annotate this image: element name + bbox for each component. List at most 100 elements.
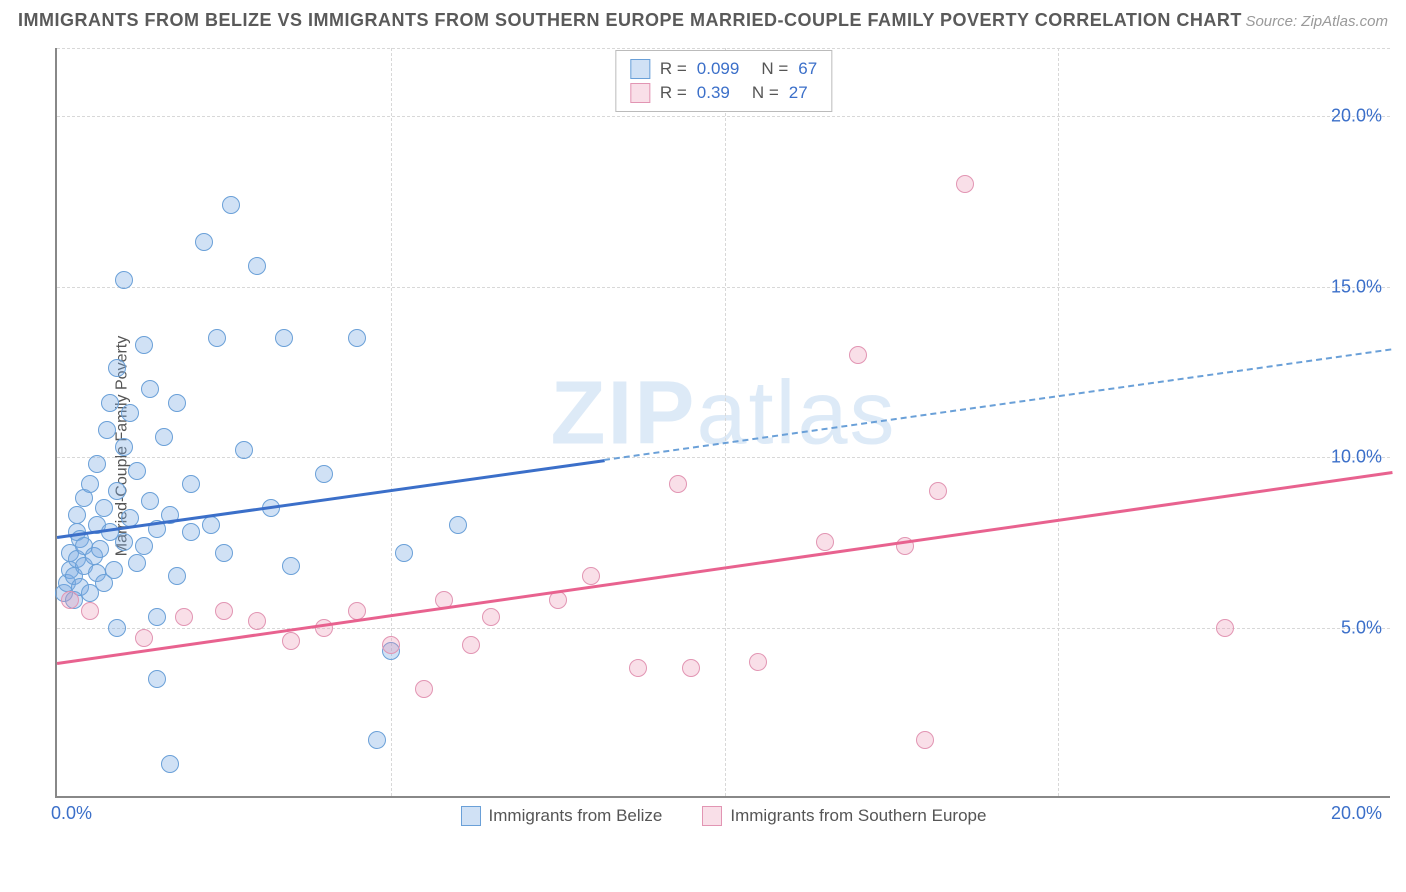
scatter-point (168, 567, 186, 585)
n-label-1: N = (761, 59, 788, 79)
scatter-point (248, 612, 266, 630)
scatter-point (1216, 619, 1234, 637)
x-axis-min-label: 0.0% (51, 803, 92, 824)
scatter-point (449, 516, 467, 534)
scatter-point (348, 329, 366, 347)
y-tick-label: 10.0% (1331, 447, 1382, 468)
scatter-point (956, 175, 974, 193)
scatter-point (135, 336, 153, 354)
scatter-point (105, 561, 123, 579)
scatter-point (148, 670, 166, 688)
gridline-v (1058, 48, 1059, 796)
y-tick-label: 20.0% (1331, 106, 1382, 127)
watermark: ZIPatlas (550, 362, 896, 465)
scatter-point (315, 465, 333, 483)
gridline-h (57, 48, 1390, 49)
legend-swatch-blue (630, 59, 650, 79)
trend-line-dashed (604, 348, 1392, 461)
scatter-point (148, 608, 166, 626)
scatter-point (81, 475, 99, 493)
r-value-2: 0.39 (697, 83, 730, 103)
scatter-point (215, 544, 233, 562)
series-legend: Immigrants from Belize Immigrants from S… (57, 806, 1390, 826)
scatter-point (482, 608, 500, 626)
scatter-point (68, 506, 86, 524)
scatter-point (248, 257, 266, 275)
scatter-point (135, 629, 153, 647)
scatter-point (121, 404, 139, 422)
scatter-point (582, 567, 600, 585)
scatter-point (462, 636, 480, 654)
scatter-point (549, 591, 567, 609)
scatter-point (348, 602, 366, 620)
scatter-point (816, 533, 834, 551)
scatter-point (669, 475, 687, 493)
scatter-point (115, 438, 133, 456)
r-label-2: R = (660, 83, 687, 103)
gridline-h (57, 116, 1390, 117)
scatter-point (182, 475, 200, 493)
source-attribution: Source: ZipAtlas.com (1245, 13, 1388, 30)
r-value-1: 0.099 (697, 59, 740, 79)
scatter-point (108, 359, 126, 377)
scatter-point (282, 632, 300, 650)
scatter-point (415, 680, 433, 698)
scatter-point (275, 329, 293, 347)
legend-swatch-belize (461, 806, 481, 826)
gridline-h (57, 287, 1390, 288)
scatter-point (91, 540, 109, 558)
x-axis-max-label: 20.0% (1331, 803, 1382, 824)
scatter-point (88, 455, 106, 473)
legend-row-series-2: R = 0.39 N = 27 (630, 81, 817, 105)
legend-swatch-seurope (702, 806, 722, 826)
scatter-point (101, 394, 119, 412)
n-value-2: 27 (789, 83, 808, 103)
scatter-point (95, 499, 113, 517)
scatter-point (368, 731, 386, 749)
scatter-point (629, 659, 647, 677)
gridline-h (57, 457, 1390, 458)
watermark-rest: atlas (696, 363, 896, 463)
y-tick-label: 5.0% (1341, 617, 1382, 638)
scatter-point (222, 196, 240, 214)
scatter-point (175, 608, 193, 626)
scatter-point (161, 755, 179, 773)
n-label-2: N = (752, 83, 779, 103)
scatter-point (215, 602, 233, 620)
legend-label-belize: Immigrants from Belize (489, 806, 663, 826)
scatter-point (929, 482, 947, 500)
scatter-point (155, 428, 173, 446)
scatter-point (208, 329, 226, 347)
legend-item-seurope: Immigrants from Southern Europe (702, 806, 986, 826)
scatter-point (141, 380, 159, 398)
scatter-point (849, 346, 867, 364)
legend-swatch-pink (630, 83, 650, 103)
chart-title: IMMIGRANTS FROM BELIZE VS IMMIGRANTS FRO… (18, 10, 1242, 31)
scatter-point (682, 659, 700, 677)
scatter-point (81, 602, 99, 620)
scatter-point (315, 619, 333, 637)
gridline-v (725, 48, 726, 796)
legend-item-belize: Immigrants from Belize (461, 806, 663, 826)
r-label-1: R = (660, 59, 687, 79)
legend-label-seurope: Immigrants from Southern Europe (730, 806, 986, 826)
scatter-point (128, 462, 146, 480)
scatter-point (115, 271, 133, 289)
scatter-point (98, 421, 116, 439)
scatter-point (395, 544, 413, 562)
y-tick-label: 15.0% (1331, 276, 1382, 297)
scatter-point (115, 533, 133, 551)
scatter-point (61, 591, 79, 609)
gridline-v (391, 48, 392, 796)
scatter-point (916, 731, 934, 749)
scatter-point (382, 636, 400, 654)
scatter-point (202, 516, 220, 534)
scatter-point (749, 653, 767, 671)
legend-row-series-1: R = 0.099 N = 67 (630, 57, 817, 81)
scatter-point (141, 492, 159, 510)
scatter-point (108, 482, 126, 500)
scatter-point (135, 537, 153, 555)
scatter-point (235, 441, 253, 459)
scatter-point (168, 394, 186, 412)
scatter-point (195, 233, 213, 251)
